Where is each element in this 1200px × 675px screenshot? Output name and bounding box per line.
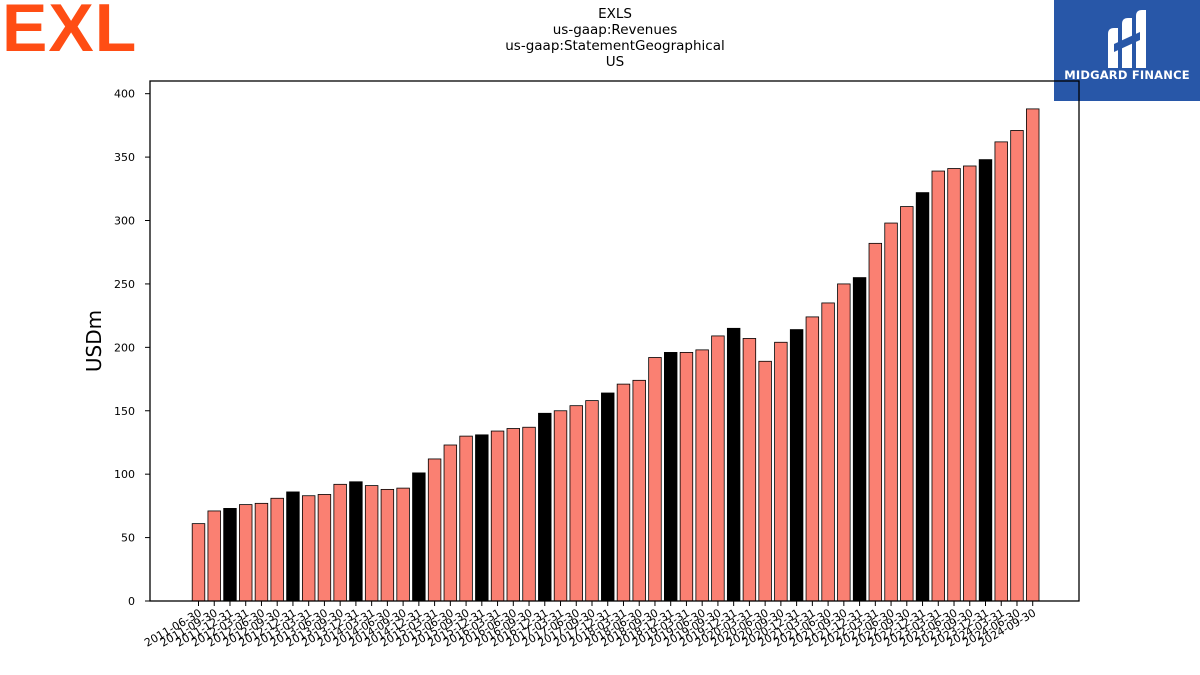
bar-2018-09-30	[648, 357, 662, 602]
midgard-mark-icon	[1108, 10, 1146, 68]
bar-2022-03-31	[868, 242, 883, 602]
bar-2015-06-30	[443, 444, 458, 602]
bar-2021-06-30	[821, 302, 835, 602]
bar-2013-03-31	[301, 495, 316, 602]
y-tick-label: 50	[121, 532, 135, 545]
bar-2024-09-30	[1026, 108, 1040, 602]
bar-2021-03-31	[805, 316, 820, 602]
y-tick-label: 350	[114, 151, 135, 164]
y-axis: 0 50 100 150 200 250 300 350 400	[114, 88, 150, 608]
bar-2024-06-30	[1010, 130, 1024, 602]
y-tick-label: 250	[114, 278, 135, 291]
x-axis: 2011-06-302011-09-302011-12-312012-03-31…	[142, 601, 1038, 650]
bar-2018-03-31	[616, 383, 631, 602]
bar-2016-06-30	[506, 428, 521, 602]
bar-2012-06-30	[254, 502, 269, 602]
title-line-2: us-gaap:Revenues	[552, 22, 678, 38]
y-axis-label: USDm	[82, 310, 106, 372]
title-line-4: US	[605, 54, 625, 70]
bar-2016-12-31	[538, 412, 552, 602]
bar-2018-12-31	[664, 352, 678, 602]
bar-2014-06-30	[380, 488, 395, 602]
bar-2015-03-31	[427, 458, 442, 602]
bar-2012-03-31	[239, 504, 253, 602]
bar-2022-06-30	[884, 222, 898, 602]
bar-2020-09-30	[774, 341, 788, 602]
bar-2011-12-31	[223, 508, 237, 602]
y-tick-label: 0	[128, 595, 135, 608]
bar-2023-03-31	[931, 170, 945, 602]
y-tick-label: 200	[114, 341, 135, 354]
bar-2017-12-31	[601, 392, 615, 602]
bar-2021-09-30	[837, 283, 851, 602]
bar-2013-12-31	[349, 481, 363, 602]
bar-2016-09-30	[522, 426, 536, 602]
bar-2019-09-30	[711, 335, 725, 602]
bar-2017-06-30	[569, 405, 583, 602]
bar-2012-12-31	[286, 491, 300, 602]
bar-2023-12-31	[978, 159, 993, 602]
bar-2021-12-31	[852, 277, 867, 602]
bar-2014-09-30	[396, 487, 410, 602]
bar-2022-09-30	[900, 206, 914, 602]
chart-title: EXLS us-gaap:Revenues us-gaap:StatementG…	[415, 6, 815, 70]
bar-2015-12-31	[475, 434, 489, 602]
bar-2020-06-30	[758, 360, 772, 602]
bar-2011-06-30	[191, 523, 206, 602]
bar-2014-03-31	[364, 485, 379, 602]
bar-2020-03-31	[742, 338, 757, 602]
bar-2017-09-30	[585, 400, 599, 602]
y-tick-label: 150	[114, 405, 135, 418]
bar-2023-06-30	[947, 168, 961, 602]
bar-2013-06-30	[317, 494, 332, 602]
bars-group	[191, 108, 1040, 602]
bar-2023-09-30	[963, 165, 977, 602]
bar-2013-09-30	[333, 483, 347, 602]
bar-2019-12-31	[726, 327, 741, 602]
bar-2016-03-31	[490, 430, 505, 602]
bar-2020-12-31	[789, 329, 804, 602]
bar-2019-03-31	[679, 352, 694, 602]
bar-2015-09-30	[459, 435, 473, 602]
y-tick-label: 100	[114, 468, 135, 481]
bar-2018-06-30	[632, 379, 646, 602]
y-tick-label: 300	[114, 215, 135, 228]
brand-name: MIDGARD FINANCE	[1064, 68, 1190, 82]
bar-2011-09-30	[207, 510, 221, 602]
bar-2012-09-30	[270, 497, 284, 602]
title-line-3: us-gaap:StatementGeographical	[505, 38, 725, 54]
bar-2024-03-31	[994, 141, 1008, 602]
bar-2022-12-31	[915, 192, 930, 602]
midgard-finance-logo: MIDGARD FINANCE	[1054, 0, 1200, 101]
bar-2017-03-31	[553, 410, 568, 602]
plot-frame	[149, 80, 1080, 602]
title-line-1: EXLS	[598, 6, 632, 22]
bar-2019-06-30	[695, 349, 709, 602]
bar-2014-12-31	[412, 472, 426, 602]
y-tick-label: 400	[114, 88, 135, 101]
exl-logo: EXL	[2, 0, 138, 66]
